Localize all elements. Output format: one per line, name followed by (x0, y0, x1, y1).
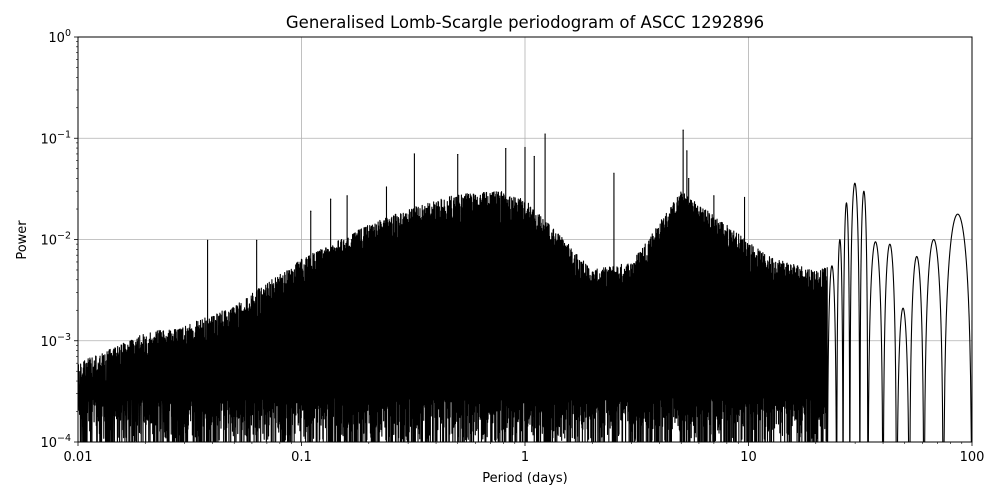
y-tick-exponent: −4 (57, 433, 71, 444)
x-tick-label: 100 (960, 450, 985, 465)
periodogram-peak-point (206, 239, 209, 241)
y-tick-base: 10 (40, 436, 57, 451)
periodogram-peak-point (686, 150, 688, 152)
x-tick-label: 0.01 (64, 450, 93, 465)
periodogram-peak-point (713, 195, 715, 197)
y-tick-base: 10 (40, 335, 57, 350)
y-tick-exponent: −2 (57, 231, 71, 242)
periodogram-peak-point (385, 186, 388, 188)
periodogram-peak-point (413, 153, 416, 155)
chart-title: Generalised Lomb-Scargle periodogram of … (286, 13, 764, 32)
periodogram-peak-point (524, 146, 526, 149)
x-tick-label: 10 (740, 450, 757, 465)
y-axis-label: Power (15, 220, 30, 260)
periodogram-peak-point (613, 172, 615, 174)
periodogram-peak-point (330, 198, 332, 200)
periodogram-peak-point (688, 177, 690, 180)
y-tick-label: 100 (48, 28, 71, 46)
y-tick-base: 10 (40, 132, 57, 147)
y-tick-label: 10−4 (40, 433, 71, 451)
x-axis: 0.01 0.1 1 10 100 (64, 442, 985, 465)
periodogram-peak-point (310, 210, 312, 212)
periodogram-peak-point (533, 155, 535, 158)
y-tick-label: 10−2 (40, 231, 71, 249)
x-tick-label: 0.1 (291, 450, 312, 465)
y-tick-exponent: 0 (65, 28, 71, 39)
periodogram-peak-point (505, 148, 507, 150)
periodogram-peak-point (682, 129, 684, 131)
periodogram-line (78, 129, 972, 442)
x-tick-label: 1 (521, 450, 529, 465)
periodogram-peak-point (256, 239, 258, 241)
y-tick-label: 10−1 (40, 129, 71, 147)
y-tick-base: 10 (40, 234, 57, 249)
periodogram-peak-point (544, 133, 546, 135)
series-layer (78, 129, 972, 442)
y-tick-exponent: −1 (57, 129, 71, 140)
y-tick-exponent: −3 (57, 332, 71, 343)
periodogram-peak-point (743, 196, 746, 199)
x-axis-label: Period (days) (482, 471, 568, 486)
periodogram-peak-point (346, 195, 348, 197)
periodogram-peak-point (457, 153, 459, 156)
y-tick-base: 10 (48, 31, 65, 46)
y-tick-label: 10−3 (40, 332, 71, 350)
